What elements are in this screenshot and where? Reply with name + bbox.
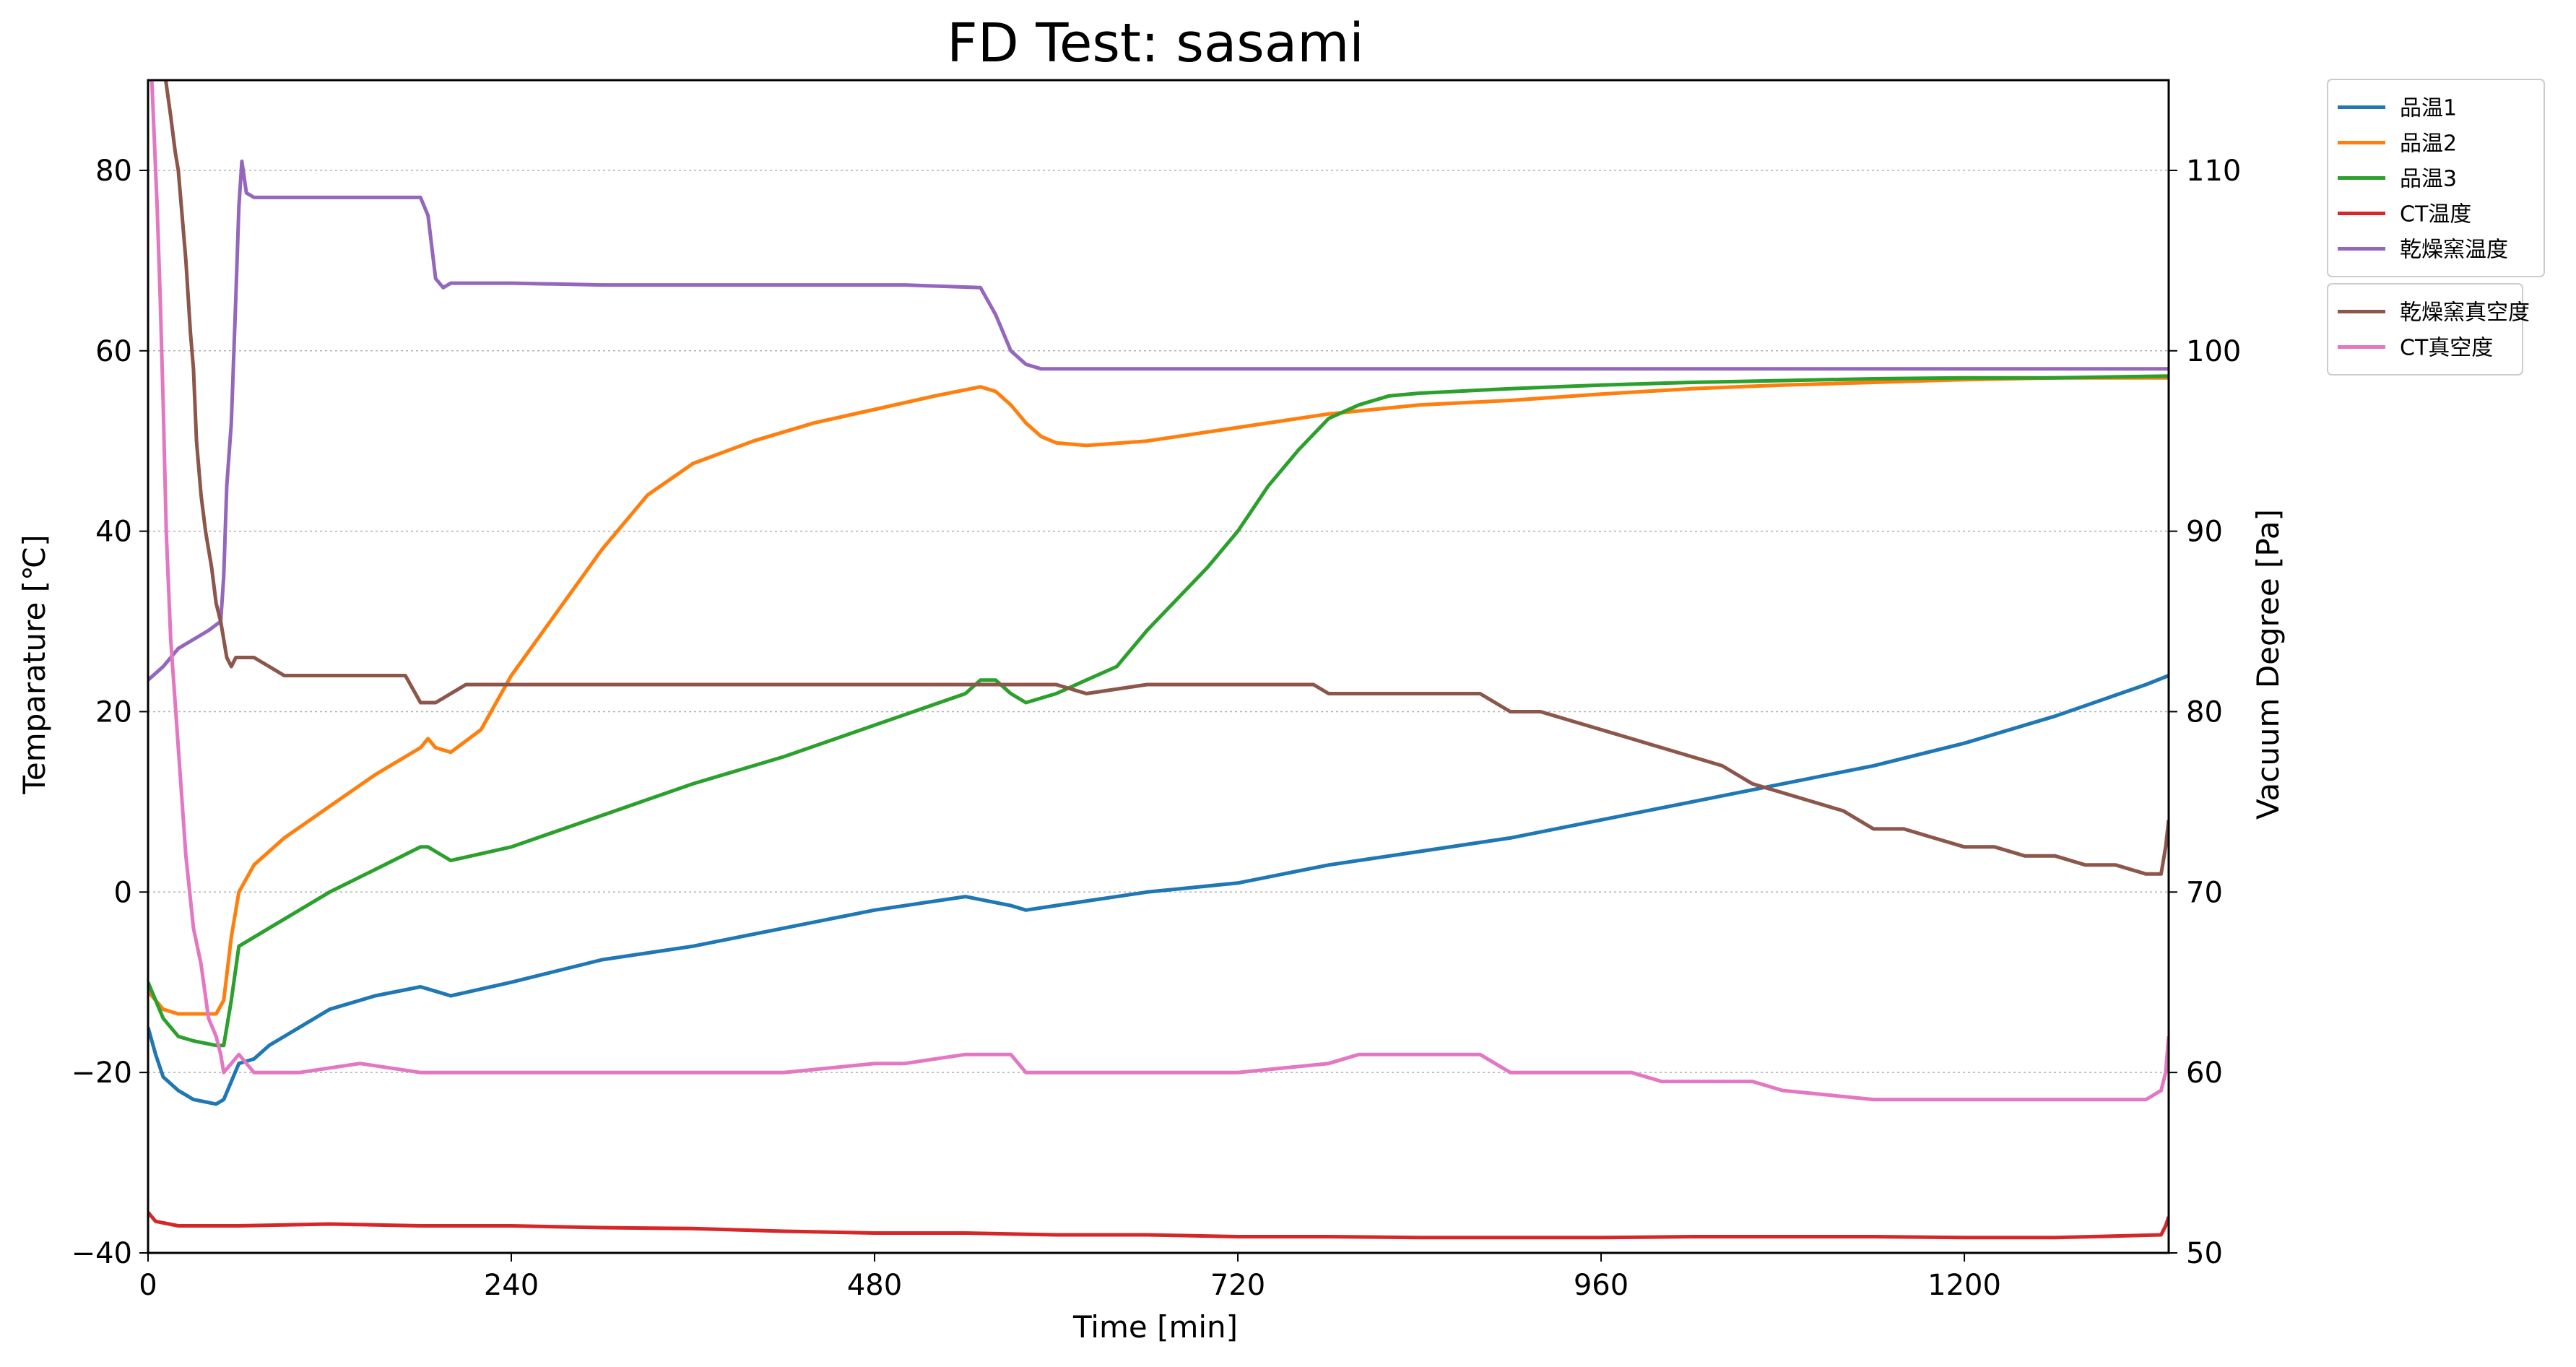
legend-label: 品温3 [2400,167,2457,192]
x-tick-label: 480 [847,1269,902,1302]
x-tick-label: 720 [1210,1269,1265,1302]
plot-frame [147,79,2170,1254]
chart-title: FD Test: sasami [947,12,1364,74]
series-line-1 [148,674,2169,1106]
legend-label: 乾燥窯温度 [2400,238,2508,263]
legend-box-vacuum [2327,283,2523,376]
legend-label: 品温2 [2400,131,2457,157]
legend-label: CT温度 [2400,202,2471,227]
series-line-2 [148,376,2169,1016]
series-line-7 [149,80,2169,1102]
legend-box-temperature [2327,79,2545,277]
series-line-5 [148,159,2169,682]
y-tick-label-right: 80 [2186,695,2223,729]
y-tick-label-right: 90 [2186,516,2223,549]
series-lines [148,80,2169,1240]
x-tick-label: 240 [484,1269,539,1302]
legend-label: 品温1 [2400,96,2457,121]
series-line-4 [148,1211,2169,1240]
y-tick-label-right: 60 [2186,1056,2223,1090]
x-tick-label: 0 [139,1269,157,1302]
y-tick-label-left: 0 [114,876,132,909]
y-tick-label-right: 50 [2186,1237,2223,1270]
x-tick-label: 1200 [1927,1269,2001,1302]
series-line-6 [163,80,2169,876]
x-tick-label: 960 [1574,1269,1629,1302]
legend-label: 乾燥窯真空度 [2400,300,2530,326]
y-tick-label-left: 80 [95,155,132,188]
y-tick-label-left: 40 [95,516,132,549]
y-tick-label-right: 110 [2186,155,2241,188]
y-axis-title-right: Vacuum Degree [Pa] [2250,509,2286,820]
y-tick-label-left: −40 [71,1237,132,1270]
y-tick-label-right: 100 [2186,335,2241,368]
y-tick-label-left: 20 [95,695,132,729]
y-tick-label-right: 70 [2186,876,2223,909]
x-axis-title: Time [min] [1072,1309,1238,1345]
y-tick-label-left: 60 [95,335,132,368]
series-line-3 [148,374,2169,1048]
axes: 0 240 480 720 960 1200 −40 −20 0 20 40 60 80 50 60 70 80… [71,155,2242,1302]
y-axis-title-left: Temparature [℃] [17,534,52,794]
legend-label: CT真空度 [2400,336,2493,361]
y-tick-label-left: −20 [71,1056,132,1090]
